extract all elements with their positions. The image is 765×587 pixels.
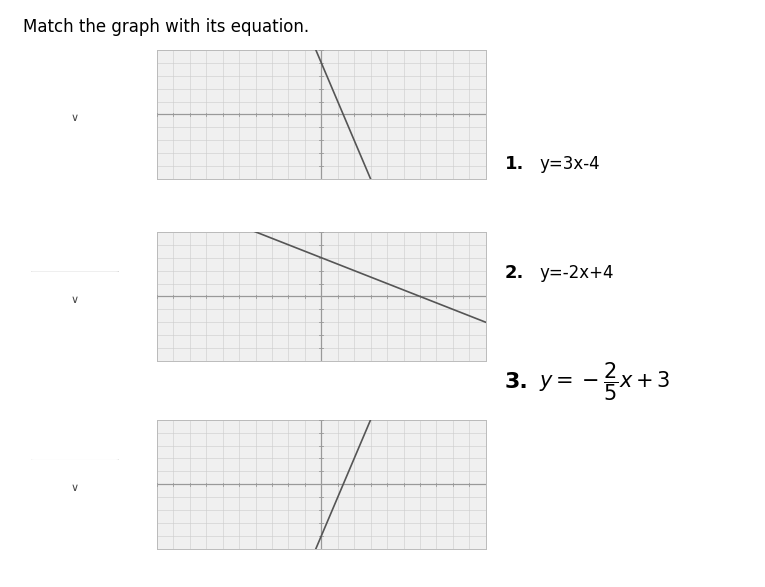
FancyBboxPatch shape — [26, 271, 123, 322]
Text: y=-2x+4: y=-2x+4 — [539, 264, 614, 282]
Text: 3.: 3. — [505, 372, 529, 392]
Text: ∨: ∨ — [70, 113, 79, 123]
FancyBboxPatch shape — [26, 89, 123, 140]
Text: ∨: ∨ — [70, 483, 79, 493]
Text: $y = -\dfrac{2}{5}x + 3$: $y = -\dfrac{2}{5}x + 3$ — [539, 360, 671, 403]
Text: 1.: 1. — [505, 156, 524, 173]
Text: ∨: ∨ — [70, 295, 79, 305]
FancyBboxPatch shape — [26, 458, 123, 510]
Text: 2.: 2. — [505, 264, 524, 282]
Text: Match the graph with its equation.: Match the graph with its equation. — [23, 18, 309, 36]
Text: y=3x-4: y=3x-4 — [539, 156, 600, 173]
